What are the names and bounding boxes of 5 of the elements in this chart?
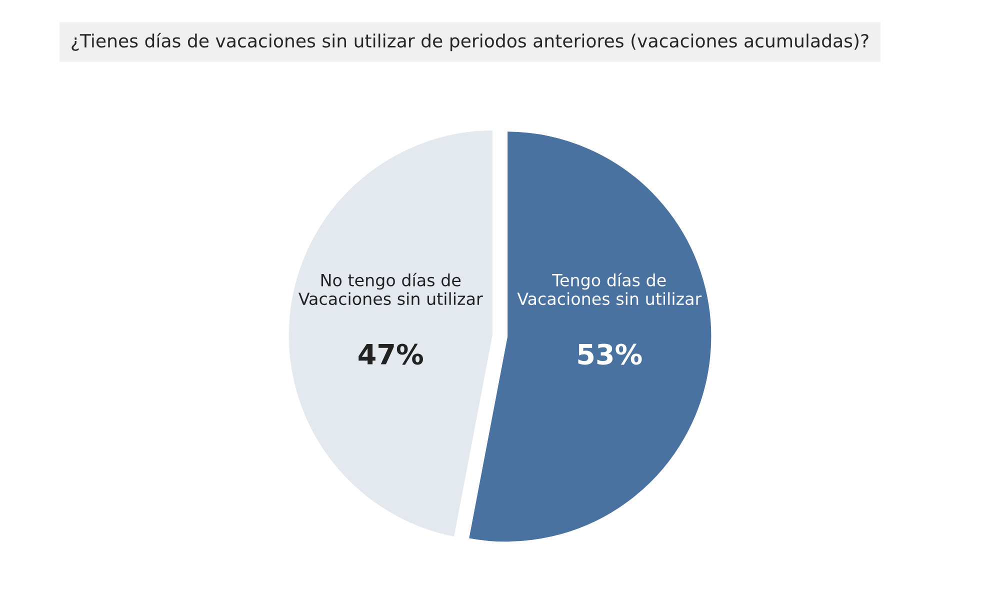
data-label: 53% — [578, 344, 642, 365]
chart-title: ¿Tienes días de vacaciones sin utilizar de periodos anteriores (vacaciones acumuladas)? — [72, 32, 868, 52]
data-label: 47% — [358, 344, 423, 365]
slice-label: No tengo días de Vacaciones sin utilizar — [298, 272, 483, 306]
slice-label: Tengo días de Vacaciones sin utilizar — [517, 272, 702, 306]
